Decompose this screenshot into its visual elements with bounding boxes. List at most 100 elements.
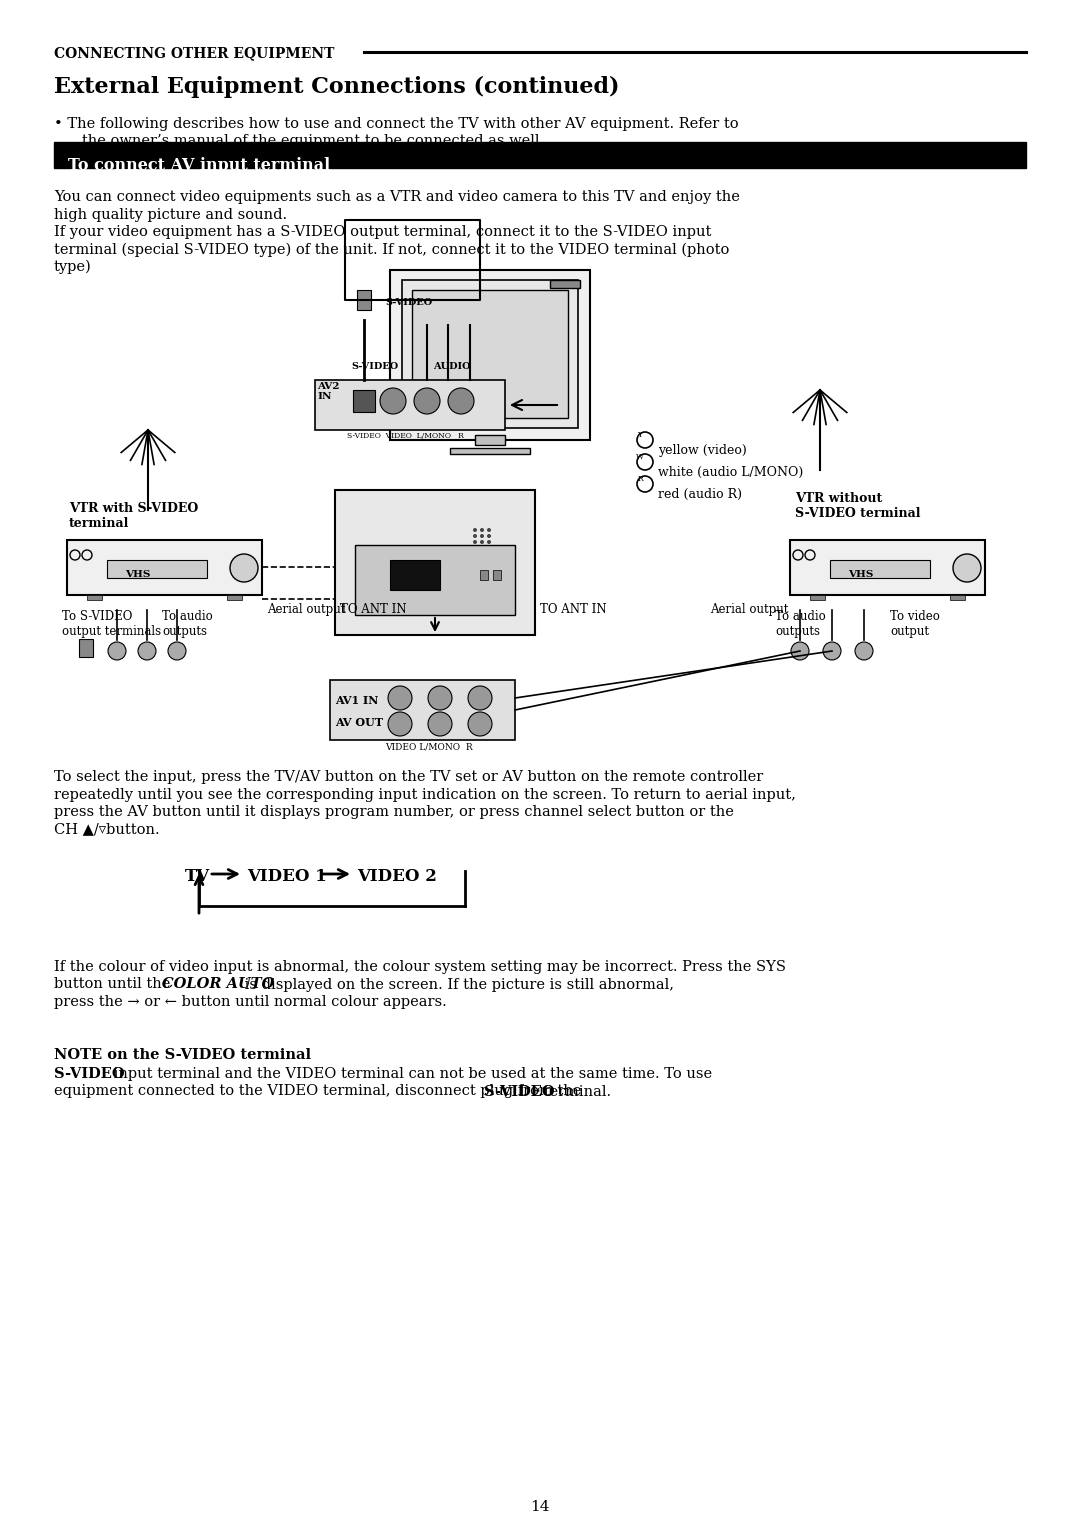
- Text: COLOR AUTO: COLOR AUTO: [162, 977, 274, 991]
- Bar: [810, 596, 825, 600]
- Text: Aerial output: Aerial output: [710, 603, 788, 615]
- Bar: [330, 680, 515, 741]
- Text: R: R: [637, 475, 643, 483]
- Text: To audio
outputs: To audio outputs: [162, 609, 213, 638]
- Bar: [67, 541, 262, 596]
- Text: terminal (special S-VIDEO type) of the unit. If not, connect it to the VIDEO ter: terminal (special S-VIDEO type) of the u…: [54, 243, 729, 257]
- Circle shape: [428, 686, 453, 710]
- Text: Y: Y: [637, 431, 643, 438]
- Bar: [355, 545, 515, 615]
- Text: VHS: VHS: [848, 570, 874, 579]
- Bar: [390, 560, 440, 589]
- Text: VIDEO 2: VIDEO 2: [357, 867, 437, 886]
- Text: input terminal and the VIDEO terminal can not be used at the same time. To use: input terminal and the VIDEO terminal ca…: [109, 1067, 712, 1081]
- Text: repeatedly until you see the corresponding input indication on the screen. To re: repeatedly until you see the correspondi…: [54, 788, 796, 802]
- Text: red (audio R): red (audio R): [658, 489, 742, 501]
- Circle shape: [138, 641, 156, 660]
- Text: If your video equipment has a S-VIDEO output terminal, connect it to the S-VIDEO: If your video equipment has a S-VIDEO ou…: [54, 224, 712, 240]
- Circle shape: [388, 712, 411, 736]
- Text: External Equipment Connections (continued): External Equipment Connections (continue…: [54, 76, 620, 98]
- Bar: [475, 435, 505, 444]
- Text: To audio
outputs: To audio outputs: [775, 609, 826, 638]
- Text: S-VIDEO: S-VIDEO: [384, 298, 432, 307]
- Text: • The following describes how to use and connect the TV with other AV equipment.: • The following describes how to use and…: [54, 118, 739, 131]
- Text: To connect AV input terminal: To connect AV input terminal: [68, 157, 330, 174]
- Circle shape: [468, 686, 492, 710]
- Text: To select the input, press the TV/AV button on the TV set or AV button on the re: To select the input, press the TV/AV but…: [54, 770, 764, 783]
- Circle shape: [388, 686, 411, 710]
- Circle shape: [428, 712, 453, 736]
- Text: AV OUT: AV OUT: [335, 718, 383, 728]
- Circle shape: [380, 388, 406, 414]
- Text: terminal.: terminal.: [539, 1084, 611, 1098]
- Text: the owner’s manual of the equipment to be connected as well.: the owner’s manual of the equipment to b…: [68, 134, 544, 148]
- Text: If the colour of video input is abnormal, the colour system setting may be incor: If the colour of video input is abnormal…: [54, 960, 786, 974]
- Circle shape: [953, 554, 981, 582]
- Text: W: W: [636, 454, 644, 461]
- Text: white (audio L/MONO): white (audio L/MONO): [658, 466, 804, 479]
- Text: NOTE on the S-VIDEO terminal: NOTE on the S-VIDEO terminal: [54, 1048, 311, 1061]
- Text: press the AV button until it displays program number, or press channel select bu: press the AV button until it displays pr…: [54, 805, 734, 818]
- Bar: [335, 490, 535, 635]
- Bar: [357, 290, 372, 310]
- Text: AV2: AV2: [318, 382, 339, 391]
- Text: To S-VIDEO
output terminals: To S-VIDEO output terminals: [62, 609, 161, 638]
- Text: S-VIDEO: S-VIDEO: [351, 362, 399, 371]
- Bar: [831, 560, 930, 579]
- Circle shape: [468, 712, 492, 736]
- Text: VIDEO L/MONO  R: VIDEO L/MONO R: [384, 744, 473, 751]
- Circle shape: [487, 528, 491, 531]
- Circle shape: [855, 641, 873, 660]
- Text: S-VIDEO: S-VIDEO: [484, 1084, 555, 1098]
- Text: CH ▲/▿button.: CH ▲/▿button.: [54, 823, 160, 837]
- Text: is displayed on the screen. If the picture is still abnormal,: is displayed on the screen. If the pictu…: [240, 977, 674, 991]
- Circle shape: [473, 534, 477, 538]
- Bar: [315, 380, 505, 431]
- Bar: [227, 596, 242, 600]
- Bar: [789, 541, 985, 596]
- Circle shape: [480, 528, 484, 531]
- Text: TV: TV: [185, 867, 211, 886]
- Circle shape: [168, 641, 186, 660]
- Text: VTR with S-VIDEO
terminal: VTR with S-VIDEO terminal: [69, 502, 199, 530]
- Bar: [79, 638, 93, 657]
- Circle shape: [230, 554, 258, 582]
- Bar: [345, 220, 480, 299]
- Text: To video
output: To video output: [890, 609, 940, 638]
- Circle shape: [480, 541, 484, 544]
- Bar: [107, 560, 207, 579]
- Text: yellow (video): yellow (video): [658, 444, 746, 457]
- Text: IN: IN: [318, 392, 332, 402]
- Bar: [550, 279, 580, 289]
- Text: You can connect video equipments such as a VTR and video camera to this TV and e: You can connect video equipments such as…: [54, 189, 740, 205]
- Bar: [492, 570, 501, 580]
- Text: VHS: VHS: [125, 570, 150, 579]
- Circle shape: [108, 641, 126, 660]
- Circle shape: [448, 388, 474, 414]
- Bar: [390, 270, 590, 440]
- Circle shape: [473, 541, 477, 544]
- Text: Aerial output: Aerial output: [267, 603, 346, 615]
- Text: CONNECTING OTHER EQUIPMENT: CONNECTING OTHER EQUIPMENT: [54, 46, 335, 60]
- Text: button until the: button until the: [54, 977, 175, 991]
- Bar: [402, 279, 578, 428]
- Text: S-VIDEO  VIDEO  L/MONO   R: S-VIDEO VIDEO L/MONO R: [347, 432, 464, 440]
- Bar: [450, 447, 530, 454]
- Bar: [87, 596, 102, 600]
- Circle shape: [473, 528, 477, 531]
- Text: press the → or ← button until normal colour appears.: press the → or ← button until normal col…: [54, 996, 447, 1009]
- Text: AUDIO: AUDIO: [433, 362, 471, 371]
- Text: 14: 14: [530, 1500, 550, 1513]
- Text: equipment connected to the VIDEO terminal, disconnect plug from the: equipment connected to the VIDEO termina…: [54, 1084, 586, 1098]
- Circle shape: [823, 641, 841, 660]
- Bar: [353, 389, 375, 412]
- Circle shape: [414, 388, 440, 414]
- Text: TO ANT IN: TO ANT IN: [340, 603, 407, 615]
- Text: high quality picture and sound.: high quality picture and sound.: [54, 208, 287, 221]
- Circle shape: [791, 641, 809, 660]
- Text: type): type): [54, 260, 92, 275]
- Text: S-VIDEO: S-VIDEO: [54, 1067, 124, 1081]
- Text: VIDEO 1: VIDEO 1: [247, 867, 327, 886]
- Text: TO ANT IN: TO ANT IN: [540, 603, 607, 615]
- Circle shape: [487, 541, 491, 544]
